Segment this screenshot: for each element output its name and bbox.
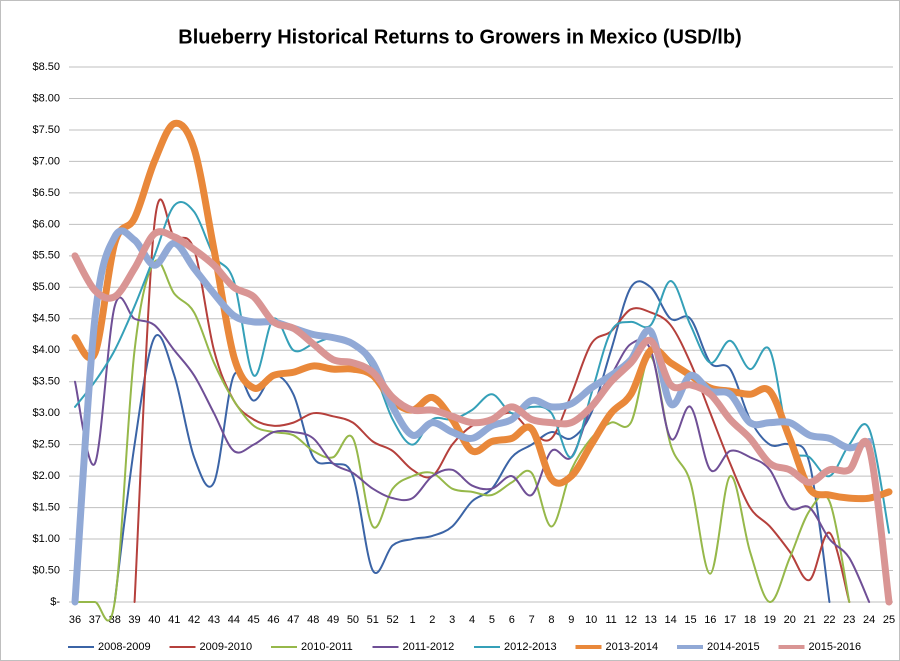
x-tick-label: 15 — [684, 614, 696, 626]
legend-label: 2015-2016 — [809, 641, 862, 653]
x-tick-label: 18 — [744, 614, 756, 626]
x-tick-label: 52 — [387, 614, 399, 626]
legend-label: 2014-2015 — [707, 641, 760, 653]
y-tick-label: $2.50 — [32, 439, 60, 451]
x-tick-label: 37 — [89, 614, 101, 626]
x-tick-label: 45 — [248, 614, 260, 626]
x-tick-label: 16 — [704, 614, 716, 626]
x-tick-label: 48 — [307, 614, 319, 626]
x-tick-label: 9 — [568, 614, 574, 626]
y-tick-label: $4.00 — [32, 344, 60, 356]
y-tick-label: $1.50 — [32, 501, 60, 513]
x-tick-label: 14 — [664, 614, 676, 626]
x-tick-label: 19 — [764, 614, 776, 626]
x-tick-label: 4 — [469, 614, 475, 626]
x-tick-label: 44 — [228, 614, 240, 626]
x-tick-label: 25 — [883, 614, 895, 626]
series-line — [71, 119, 893, 503]
x-tick-label: 5 — [489, 614, 495, 626]
legend-label: 2011-2012 — [403, 641, 455, 653]
x-tick-label: 49 — [327, 614, 339, 626]
y-tick-label: $8.50 — [32, 61, 60, 73]
y-tick-label: $0.50 — [32, 564, 60, 576]
y-tick-label: $7.00 — [32, 155, 60, 167]
y-tick-label: $- — [50, 596, 60, 608]
x-tick-label: 36 — [69, 614, 81, 626]
x-tick-label: 42 — [188, 614, 200, 626]
x-tick-label: 41 — [168, 614, 180, 626]
x-tick-label: 6 — [509, 614, 515, 626]
series-line — [71, 228, 893, 606]
x-tick-label: 1 — [409, 614, 415, 626]
legend-label: 2010-2011 — [301, 641, 353, 653]
x-tick-label: 39 — [128, 614, 140, 626]
x-tick-label: 22 — [823, 614, 835, 626]
x-tick-label: 3 — [449, 614, 455, 626]
x-tick-label: 24 — [863, 614, 875, 626]
y-tick-label: $4.50 — [32, 313, 60, 325]
x-tick-label: 13 — [645, 614, 657, 626]
x-tick-label: 40 — [148, 614, 160, 626]
legend-label: 2012-2013 — [504, 641, 557, 653]
x-tick-label: 51 — [367, 614, 379, 626]
legend-label: 2008-2009 — [98, 641, 151, 653]
y-tick-label: $5.00 — [32, 281, 60, 293]
x-tick-label: 10 — [585, 614, 597, 626]
y-tick-label: $3.50 — [32, 376, 60, 388]
y-tick-label: $7.50 — [32, 124, 60, 136]
y-tick-label: $6.50 — [32, 187, 60, 199]
x-tick-label: 20 — [784, 614, 796, 626]
x-tick-label: 50 — [347, 614, 359, 626]
series-line — [74, 296, 871, 603]
x-tick-label: 12 — [625, 614, 637, 626]
x-tick-label: 46 — [267, 614, 279, 626]
legend-label: 2009-2010 — [200, 641, 253, 653]
x-tick-label: 17 — [724, 614, 736, 626]
x-tick-label: 21 — [803, 614, 815, 626]
x-tick-label: 11 — [605, 614, 616, 626]
x-tick-label: 8 — [548, 614, 554, 626]
x-tick-label: 43 — [208, 614, 220, 626]
x-tick-label: 23 — [843, 614, 855, 626]
y-tick-label: $2.00 — [32, 470, 60, 482]
legend-label: 2013-2014 — [606, 641, 659, 653]
y-tick-label: $6.00 — [32, 218, 60, 230]
y-tick-label: $1.00 — [32, 533, 60, 545]
chart-title: Blueberry Historical Returns to Growers … — [178, 26, 741, 48]
y-tick-label: $8.00 — [32, 92, 60, 104]
series-line — [71, 227, 873, 606]
y-tick-label: $5.50 — [32, 250, 60, 262]
x-tick-label: 47 — [287, 614, 299, 626]
x-tick-label: 7 — [529, 614, 535, 626]
series-line — [74, 259, 851, 622]
x-tick-label: 2 — [429, 614, 435, 626]
y-tick-label: $3.00 — [32, 407, 60, 419]
